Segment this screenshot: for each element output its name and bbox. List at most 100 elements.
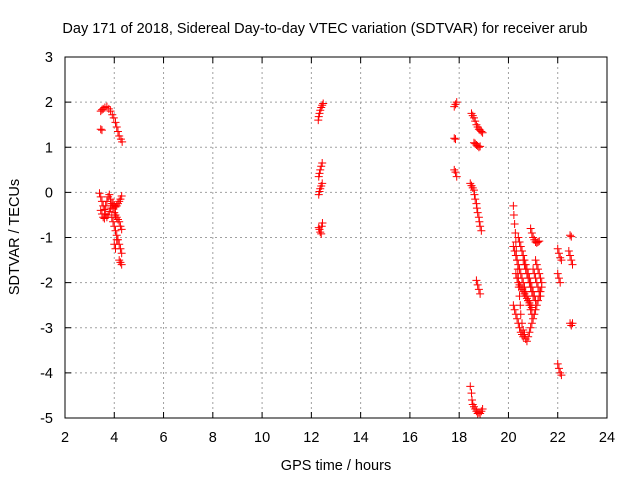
data-point [509,242,518,251]
data-point [510,219,519,228]
data-point [554,364,563,373]
data-point [318,219,327,228]
data-point [567,256,576,265]
x-tick-label: 14 [353,430,369,446]
data-point [553,359,562,368]
data-point [566,251,575,260]
data-point [97,126,106,135]
data-point [527,319,536,328]
data-point [451,168,460,177]
data-point [467,395,476,404]
data-point [111,118,120,127]
data-point [451,100,460,109]
data-point [110,240,119,249]
data-point [451,135,460,144]
data-point [532,278,541,287]
data-point [527,287,536,296]
data-point [529,314,538,323]
data-point [473,208,482,217]
data-points [95,98,577,418]
data-point [519,256,528,265]
data-point [110,222,119,231]
x-tick-label: 12 [303,430,319,446]
x-tick-labels: 2 4 6 8 10 12 14 16 18 20 22 24 [61,430,615,446]
data-point [318,159,327,168]
y-tick-label: -3 [40,321,53,337]
data-point [556,253,565,262]
grid [65,57,607,418]
data-point [509,201,518,210]
data-point [509,210,518,219]
data-point [529,265,538,274]
data-point [557,371,566,380]
data-point [478,128,487,137]
data-point [568,319,577,328]
data-point [109,113,118,122]
data-point [476,222,485,231]
data-point [101,201,110,210]
chart-title: Day 171 of 2018, Sidereal Day-to-day VTE… [62,21,587,37]
data-point [525,328,534,337]
x-tick-label: 8 [209,430,217,446]
plot-frame [64,56,608,419]
data-point [521,265,530,274]
data-point [516,301,525,310]
data-point [100,205,109,214]
x-tick-label: 20 [500,430,516,446]
data-point [109,217,118,226]
y-tick-label: -1 [40,231,53,247]
data-point [470,190,479,199]
data-point [100,214,109,223]
data-point [536,292,545,301]
data-point [319,99,328,108]
data-point [96,206,105,215]
y-tick-labels: -5 -4 -3 -2 -1 0 1 2 3 [40,50,53,427]
data-point [471,117,480,126]
data-point [522,337,531,346]
data-point [315,169,324,178]
data-point [524,274,533,283]
data-point [106,195,115,204]
x-tick-label: 2 [61,430,69,446]
data-point [467,389,476,398]
data-point [520,260,529,269]
data-point [535,287,544,296]
data-point [556,278,565,287]
data-point [567,232,576,241]
data-point [534,238,543,247]
data-point [568,260,577,269]
data-point [534,283,543,292]
data-point [99,213,108,222]
y-tick-label: 1 [45,140,53,156]
data-point [557,256,566,265]
data-point [526,323,535,332]
data-point [318,101,327,110]
data-point [514,233,523,242]
x-tick-label: 24 [599,430,615,446]
data-point [535,237,544,246]
data-point [116,258,125,267]
data-point [519,332,528,341]
data-point [511,251,520,260]
data-point [107,199,116,208]
data-point [553,244,562,253]
data-point [473,280,482,289]
data-point [96,125,105,134]
data-point [527,310,536,319]
data-point [529,292,538,301]
data-point [318,179,327,188]
data-point [513,274,522,283]
data-point [117,249,126,258]
data-point [476,289,485,298]
x-tick-label: 16 [402,430,418,446]
data-point [118,137,127,146]
data-point [316,228,325,237]
x-axis-label: GPS time / hours [281,458,391,474]
y-tick-label: 3 [45,50,53,66]
data-point [117,225,126,234]
data-point [515,238,524,247]
data-point [450,134,459,143]
data-point [531,296,540,305]
data-point [117,191,126,200]
